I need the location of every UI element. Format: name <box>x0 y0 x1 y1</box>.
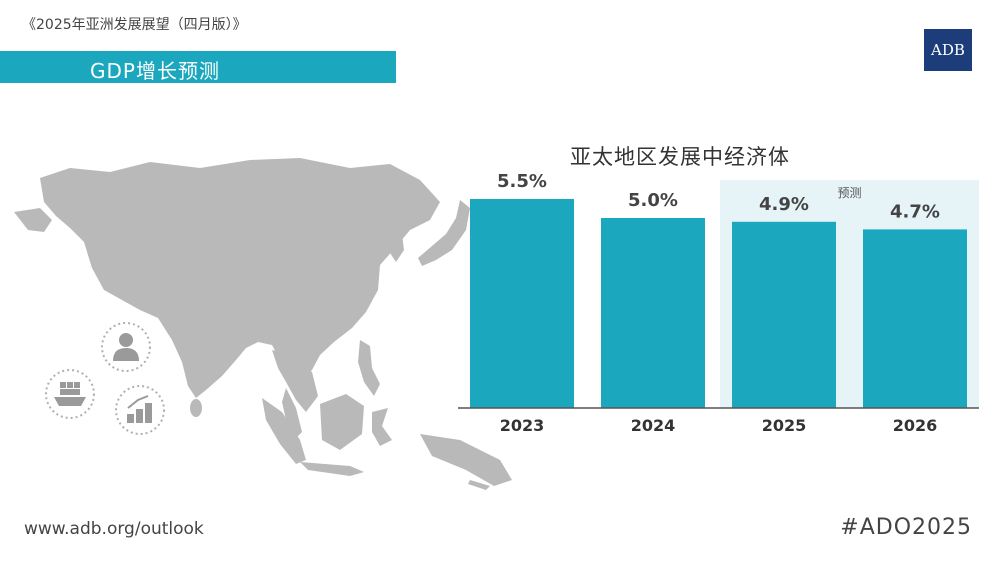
category-label-2026: 2026 <box>893 416 938 435</box>
map-region-japan <box>418 200 470 266</box>
chart-title: 亚太地区发展中经济体 <box>570 145 790 169</box>
bar-2025 <box>732 221 836 408</box>
map-region-mainland <box>40 158 440 398</box>
map-region-sulawesi <box>372 408 392 446</box>
footer-url[interactable]: www.adb.org/outlook <box>24 519 204 539</box>
map-region-malay <box>282 388 302 440</box>
category-label-2023: 2023 <box>500 416 545 435</box>
map-region-srilanka <box>190 399 202 417</box>
title-banner: GDP增长预测 <box>0 51 396 83</box>
cargo-ship-icon <box>45 369 95 419</box>
map-region-java <box>300 462 364 476</box>
value-label-2024: 5.0% <box>628 190 678 211</box>
map-region-sumatra <box>262 398 306 464</box>
map-region-borneo <box>320 394 364 450</box>
report-title: 《2025年亚洲发展展望（四月版）》 <box>22 17 247 33</box>
bar-2023 <box>470 199 574 408</box>
footer-hashtag: #ADO2025 <box>840 515 972 540</box>
forecast-label: 预测 <box>837 186 861 200</box>
category-label-2025: 2025 <box>762 416 807 435</box>
category-label-2024: 2024 <box>631 416 676 435</box>
bar-2026 <box>863 229 967 408</box>
value-label-2025: 4.9% <box>759 194 809 215</box>
value-label-2026: 4.7% <box>890 201 940 222</box>
asia-map <box>14 158 512 490</box>
map-region-west <box>14 208 52 232</box>
adb-logo: ADB <box>924 29 972 71</box>
coins-growth-icon <box>115 385 165 435</box>
map-region-korea <box>388 230 404 262</box>
banner-title: GDP增长预测 <box>90 59 220 83</box>
bar-2024 <box>601 218 705 408</box>
map-region-indochina <box>272 350 318 412</box>
person-icon <box>101 322 151 372</box>
map-region-philippines <box>358 340 380 396</box>
map-region-newguinea <box>420 434 512 486</box>
gdp-bar-chart: 预测 5.5% 2023 5.0% 2024 4.9% 2025 4.7% 2026 <box>458 171 979 435</box>
value-label-2023: 5.5% <box>497 171 547 192</box>
